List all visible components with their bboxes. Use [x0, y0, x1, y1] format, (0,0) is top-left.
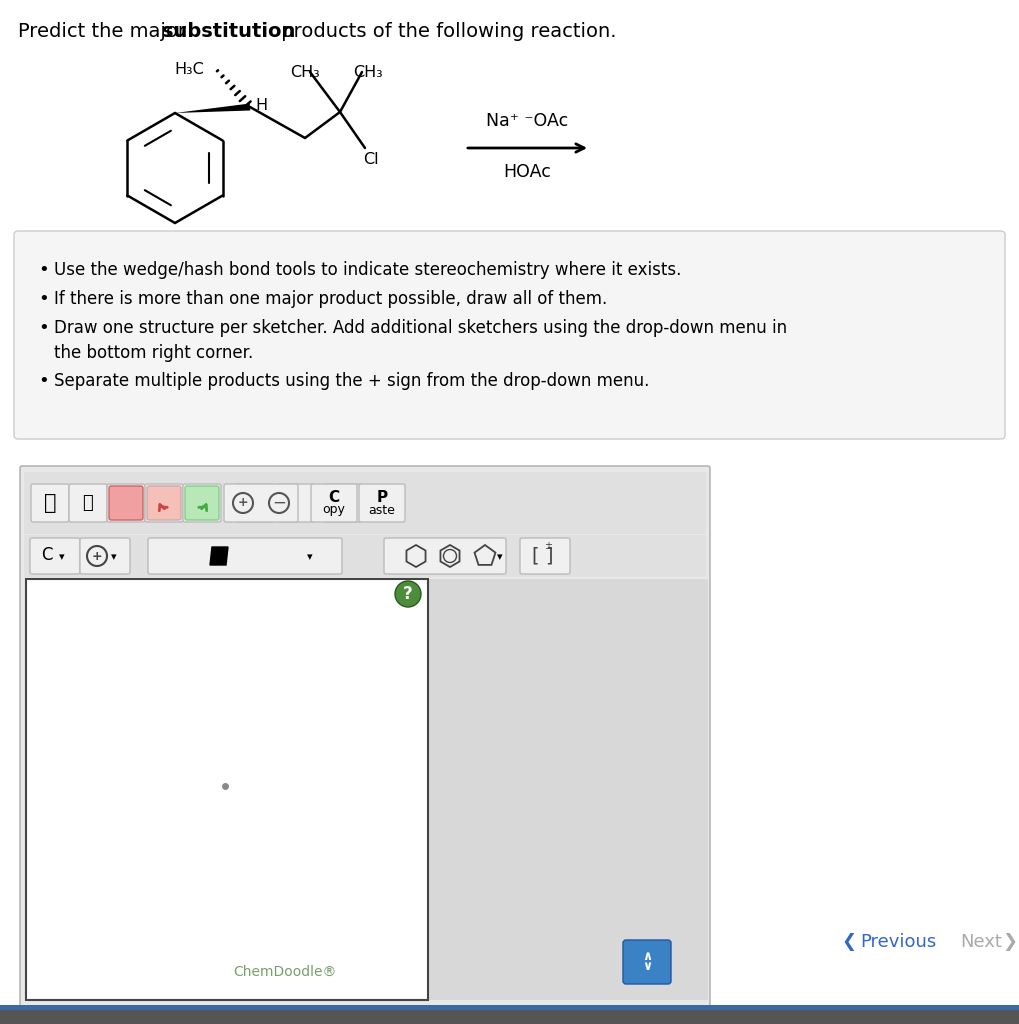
Text: ▾: ▾ [307, 552, 313, 562]
Text: •: • [38, 372, 49, 390]
Text: Previous: Previous [860, 933, 936, 951]
Text: Draw one structure per sketcher. Add additional sketchers using the drop-down me: Draw one structure per sketcher. Add add… [54, 319, 787, 337]
Text: ▾: ▾ [111, 552, 117, 562]
FancyBboxPatch shape [311, 484, 357, 522]
Text: ❮: ❮ [842, 933, 857, 951]
Bar [24, 472, 706, 534]
FancyBboxPatch shape [324, 484, 362, 522]
Text: If there is more than one major product possible, draw all of them.: If there is more than one major product … [54, 290, 607, 308]
Text: •: • [38, 261, 49, 279]
FancyBboxPatch shape [623, 940, 671, 984]
Text: ∧: ∧ [642, 950, 652, 964]
Text: ▾: ▾ [497, 552, 502, 562]
Text: C: C [41, 546, 53, 564]
Circle shape [395, 581, 421, 607]
Text: ±: ± [544, 541, 552, 551]
Text: the bottom right corner.: the bottom right corner. [54, 344, 254, 362]
Text: aste: aste [369, 504, 395, 516]
Text: +: + [237, 496, 249, 509]
FancyBboxPatch shape [145, 484, 183, 522]
Text: ∨: ∨ [642, 961, 652, 974]
Text: −: − [272, 494, 286, 512]
Text: Na⁺ ⁻OAc: Na⁺ ⁻OAc [486, 112, 569, 130]
Bar [26, 579, 428, 1000]
Text: ChemDoodle®: ChemDoodle® [233, 965, 336, 979]
FancyBboxPatch shape [148, 538, 342, 574]
Text: ❯: ❯ [1002, 933, 1017, 951]
Bar [0, 1005, 1019, 1010]
Text: C: C [328, 490, 339, 506]
Bar [0, 1010, 1019, 1024]
FancyBboxPatch shape [14, 231, 1005, 439]
FancyBboxPatch shape [147, 486, 181, 520]
Text: 🤚: 🤚 [44, 493, 56, 513]
FancyBboxPatch shape [30, 538, 81, 574]
Text: [: [ [531, 547, 539, 565]
Text: HOAc: HOAc [503, 163, 551, 181]
Text: Use the wedge/hash bond tools to indicate stereochemistry where it exists.: Use the wedge/hash bond tools to indicat… [54, 261, 682, 279]
Text: products of the following reaction.: products of the following reaction. [275, 22, 616, 41]
Text: 🧴: 🧴 [83, 494, 94, 512]
Text: •: • [38, 290, 49, 308]
FancyBboxPatch shape [183, 484, 221, 522]
Text: Cl: Cl [363, 152, 379, 167]
Polygon shape [175, 103, 251, 113]
Text: Separate multiple products using the + sign from the drop-down menu.: Separate multiple products using the + s… [54, 372, 649, 390]
Text: opy: opy [323, 504, 345, 516]
FancyBboxPatch shape [107, 484, 145, 522]
Text: •: • [38, 319, 49, 337]
Text: Next: Next [960, 933, 1002, 951]
FancyBboxPatch shape [109, 486, 143, 520]
FancyBboxPatch shape [384, 538, 506, 574]
FancyBboxPatch shape [69, 484, 107, 522]
Polygon shape [210, 547, 228, 565]
Text: Predict the major: Predict the major [18, 22, 193, 41]
FancyBboxPatch shape [81, 538, 130, 574]
Text: ▾: ▾ [59, 552, 65, 562]
FancyBboxPatch shape [277, 484, 315, 522]
Bar [24, 535, 706, 577]
Text: H₃C: H₃C [174, 62, 204, 77]
Bar [428, 579, 708, 1000]
Text: +: + [92, 550, 102, 562]
Text: ?: ? [404, 585, 413, 603]
Text: P: P [376, 490, 387, 506]
FancyBboxPatch shape [185, 486, 219, 520]
FancyBboxPatch shape [235, 484, 273, 522]
Text: ]: ] [545, 547, 552, 565]
FancyBboxPatch shape [224, 484, 298, 522]
Text: substitution: substitution [162, 22, 296, 41]
FancyBboxPatch shape [520, 538, 570, 574]
FancyBboxPatch shape [359, 484, 405, 522]
Text: H: H [255, 98, 267, 113]
Text: CH₃: CH₃ [354, 65, 383, 80]
FancyBboxPatch shape [20, 466, 710, 1010]
Text: CH₃: CH₃ [290, 65, 320, 80]
FancyBboxPatch shape [31, 484, 69, 522]
